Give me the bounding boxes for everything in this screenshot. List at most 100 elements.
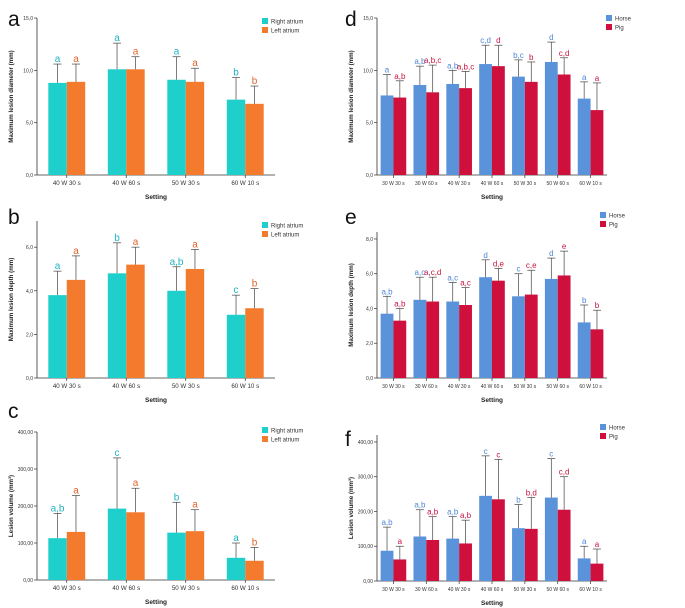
panel-letter: e (345, 206, 357, 229)
significance-letter: a (398, 537, 403, 546)
legend-swatch (262, 222, 268, 228)
bar-horse (446, 538, 460, 581)
bar-left-atrium (66, 531, 86, 580)
bar-right-atrium (226, 99, 246, 175)
bar-horse (512, 296, 525, 378)
bar-right-atrium (107, 273, 127, 378)
x-tick-label: 50 W 30 s (172, 383, 200, 390)
bar-horse (380, 313, 394, 378)
x-tick-label: 40 W 30 s (53, 180, 81, 187)
y-tick-label: 4,0 (366, 306, 373, 312)
chart-panel-c: c 0,00 100,00 200,00 300,00 400,00 Lesion volu… (8, 400, 303, 606)
x-tick-label: 40 W 30 s (448, 181, 471, 187)
bar-right-atrium (167, 290, 186, 378)
legend-entry: Horse (609, 426, 626, 432)
x-tick-label: 50 W 60 s (546, 181, 569, 187)
x-tick-label: 40 W 60 s (481, 384, 504, 390)
bar-right-atrium (167, 79, 186, 175)
x-tick-label: 60 W 10 s (231, 585, 259, 592)
bar-horse (380, 95, 394, 175)
significance-letter: c,e (526, 261, 537, 270)
bar-pig (426, 301, 440, 378)
bar-left-atrium (185, 268, 205, 378)
x-tick-label: 40 W 60 s (481, 587, 504, 593)
y-tick-label: 4,0 (26, 289, 33, 295)
x-tick-label: 50 W 30 s (514, 587, 537, 593)
x-tick-label: 40 W 60 s (112, 585, 140, 592)
y-tick-label: 200,00 (358, 509, 374, 515)
significance-letter: c,d (559, 49, 570, 58)
y-axis-label: Maximum lesion diameter (mm) (348, 50, 355, 143)
bar-left-atrium (126, 264, 145, 378)
bar-pig (459, 88, 472, 175)
bar-left-atrium (245, 103, 264, 175)
significance-letter: d (483, 251, 487, 260)
significance-letter: a,b (170, 257, 184, 268)
x-tick-label: 40 W 30 s (53, 585, 81, 592)
bar-horse (413, 536, 427, 581)
significance-letter: a (133, 478, 139, 489)
y-tick-label: 0,0 (366, 173, 373, 179)
significance-letter: d (549, 33, 553, 42)
bar-pig (426, 92, 440, 175)
x-tick-label: 60 W 10 s (231, 383, 259, 390)
significance-letter: d (496, 36, 500, 45)
x-axis-label: Setting (145, 397, 167, 404)
significance-letter: a,b (447, 61, 459, 70)
significance-letter: b,c (513, 51, 524, 60)
y-tick-label: 10,0 (363, 68, 373, 74)
bar-left-atrium (126, 512, 145, 580)
significance-letter: b (233, 68, 239, 79)
significance-letter: a (114, 33, 120, 44)
bar-pig (492, 66, 505, 175)
legend-entry: Right atrium (271, 224, 303, 230)
bar-right-atrium (48, 82, 67, 175)
significance-letter: c (516, 265, 520, 274)
significance-letter: a,b,c (457, 62, 474, 71)
bar-left-atrium (126, 69, 145, 175)
legend-entry: Horse (609, 214, 626, 220)
significance-letter: a,c,d (424, 268, 441, 277)
significance-letter: a,b,c (424, 56, 441, 65)
significance-letter: a,c (415, 268, 426, 277)
significance-letter: c,d (559, 468, 570, 477)
bar-pig (557, 275, 571, 378)
bar-left-atrium (185, 531, 205, 580)
significance-letter: a (73, 54, 79, 65)
y-tick-label: 15,0 (363, 16, 373, 22)
y-tick-label: 0,00 (23, 578, 33, 584)
significance-letter: a (73, 246, 79, 257)
x-tick-label: 60 W 10 s (231, 180, 259, 187)
significance-letter: b (174, 492, 180, 503)
significance-letter: d,e (493, 260, 505, 269)
bar-pig (557, 74, 571, 175)
significance-letter: a (192, 239, 198, 250)
chart-panel-f: f 0,00 100,00 200,00 300,00 400,00 Lesion volu… (345, 424, 626, 607)
significance-letter: a (192, 500, 198, 511)
x-tick-label: 50 W 30 s (172, 585, 200, 592)
legend-entry: Pig (615, 26, 624, 32)
significance-letter: a,c (447, 273, 458, 282)
x-tick-label: 40 W 30 s (448, 587, 471, 593)
x-tick-label: 50 W 60 s (546, 384, 569, 390)
x-tick-label: 30 W 60 s (415, 384, 438, 390)
significance-letter: c,d (480, 36, 491, 45)
chart-panel-e: e 0,0 2,0 4,0 6,0 8,0 Maximum lesion depth (mm… (345, 206, 626, 404)
x-axis-label: Setting (145, 599, 167, 606)
significance-letter: a (582, 537, 587, 546)
x-tick-label: 40 W 60 s (112, 180, 140, 187)
x-axis-label: Setting (481, 600, 503, 607)
x-tick-label: 50 W 30 s (172, 180, 200, 187)
bar-left-atrium (66, 81, 86, 175)
significance-letter: a,b (414, 501, 426, 510)
bar-right-atrium (226, 314, 246, 378)
y-axis-label: Maximum lesion depth (mm) (8, 258, 15, 342)
y-tick-label: 6,0 (366, 272, 373, 278)
bar-horse (446, 83, 460, 175)
bar-pig (524, 294, 538, 378)
bar-horse (512, 76, 525, 175)
bar-horse (544, 61, 558, 175)
x-axis-label: Setting (145, 194, 167, 201)
chart-panel-d: d 0,0 5,0 10,0 15,0 Maximum lesion diameter (… (345, 8, 632, 201)
bar-left-atrium (185, 81, 205, 175)
